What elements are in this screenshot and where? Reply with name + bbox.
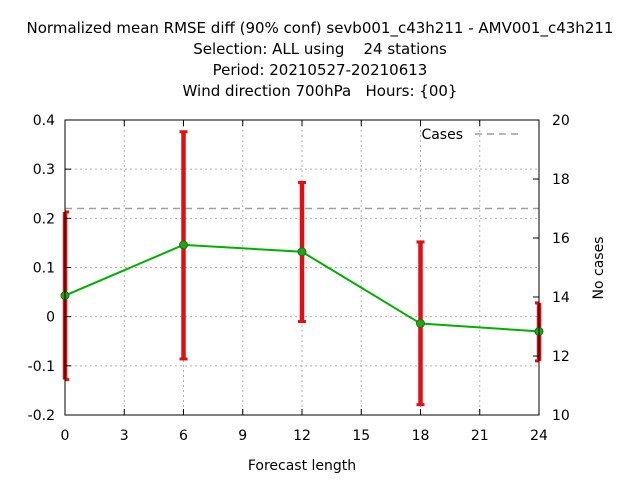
error-bars bbox=[62, 130, 542, 407]
x-tick-label: 24 bbox=[530, 428, 548, 444]
legend: Cases bbox=[421, 127, 522, 143]
chart-subtitle-period: Period: 20210527-20210613 bbox=[212, 61, 428, 79]
x-axis-label: Forecast length bbox=[248, 458, 356, 474]
x-tick-label: 18 bbox=[412, 428, 430, 444]
data-point bbox=[416, 319, 425, 329]
chart-title: Normalized mean RMSE diff (90% conf) sev… bbox=[26, 19, 614, 37]
x-tick-label: 0 bbox=[61, 428, 70, 444]
y2-axis-label: No cases bbox=[591, 237, 607, 300]
x-tick-label: 3 bbox=[120, 428, 129, 444]
x-tick-label: 15 bbox=[352, 428, 370, 444]
y2-tick-label: 10 bbox=[552, 408, 570, 424]
y-tick-label: 0.1 bbox=[33, 261, 55, 277]
y-tick-label: 0 bbox=[46, 310, 55, 326]
y-tick-label: 0.3 bbox=[33, 162, 55, 178]
x-tick-label: 12 bbox=[293, 428, 311, 444]
x-tick-label: 6 bbox=[179, 428, 188, 444]
axis-ticks: 0 3 6 9 12 15 18 21 24 -0.2 -0.1 0 0.1 0.2 0.3 0.4 10 12 1… bbox=[28, 113, 570, 444]
y-tick-label: 0.2 bbox=[33, 211, 55, 227]
y2-tick-label: 12 bbox=[552, 349, 570, 365]
y2-tick-label: 16 bbox=[552, 231, 570, 247]
legend-label-cases: Cases bbox=[421, 127, 463, 143]
y2-tick-label: 14 bbox=[552, 290, 570, 306]
data-point bbox=[297, 247, 307, 257]
y-tick-label: 0.4 bbox=[33, 113, 55, 129]
chart-subtitle-selection: Selection: ALL using 24 stations bbox=[193, 40, 447, 58]
x-tick-label: 21 bbox=[471, 428, 489, 444]
chart-subtitle-parameter: Wind direction 700hPa Hours: {00} bbox=[182, 82, 458, 100]
data-point bbox=[179, 240, 188, 250]
y2-tick-label: 18 bbox=[552, 172, 570, 188]
y-tick-label: -0.2 bbox=[28, 408, 55, 424]
x-tick-label: 9 bbox=[238, 428, 247, 444]
y-tick-label: -0.1 bbox=[28, 359, 55, 375]
y2-tick-label: 20 bbox=[552, 113, 570, 129]
